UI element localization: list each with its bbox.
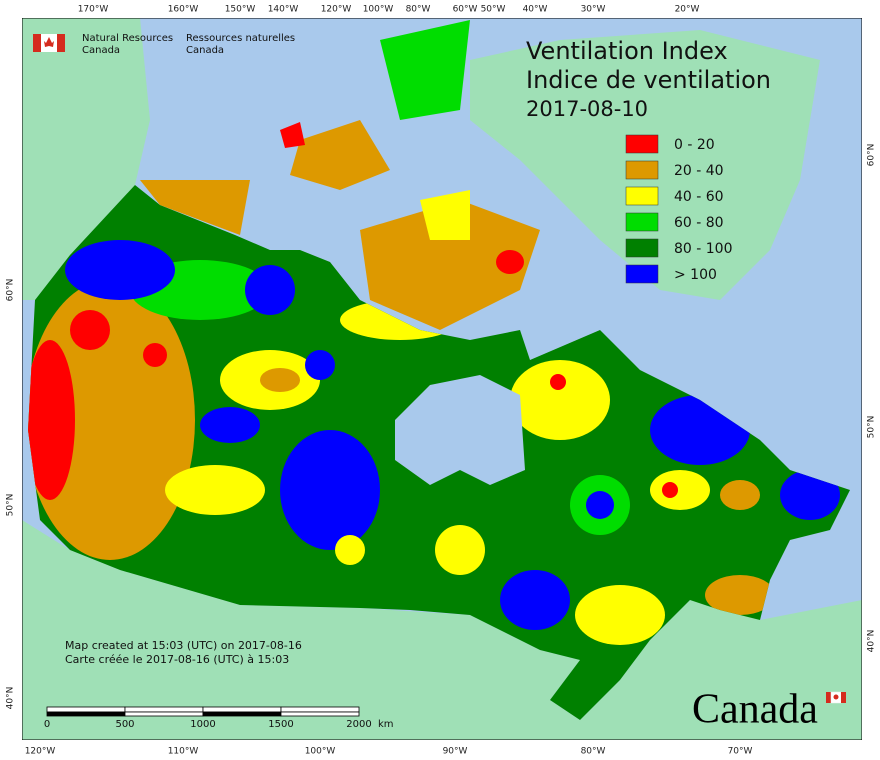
united-states [22, 520, 862, 740]
latitude-label: 40°N [867, 630, 877, 653]
arctic-island [360, 200, 540, 330]
scale-segment [280, 706, 360, 713]
longitude-label: 100°W [305, 747, 336, 757]
arctic-patch [496, 250, 524, 274]
legend-label: 0 - 20 [674, 137, 715, 153]
map-title: Ventilation Index [526, 37, 728, 65]
map-title: Indice de ventilation [526, 66, 771, 94]
scale-label: 1000 [190, 719, 215, 730]
legend-swatch [625, 264, 659, 284]
longitude-label: 50°W [481, 5, 506, 15]
longitude-label: 40°W [523, 5, 548, 15]
latitude-label: 50°N [867, 416, 877, 439]
legend-swatch [625, 160, 659, 180]
scale-segment [280, 711, 360, 717]
longitude-label: 140°W [268, 5, 299, 15]
longitude-label: 150°W [225, 5, 256, 15]
arctic-patch [280, 122, 305, 148]
longitude-label: 60°W [453, 5, 478, 15]
arctic-island [290, 120, 390, 190]
longitude-label: 20°W [675, 5, 700, 15]
map-body [22, 18, 862, 740]
agency-en: Natural Resources [82, 33, 173, 44]
agency-fr: Canada [186, 45, 224, 56]
legend-swatch [625, 186, 659, 206]
scale-segment [124, 706, 204, 713]
scale-label: 500 [115, 719, 134, 730]
scale-unit: km [378, 719, 394, 730]
wordmark-flag [826, 691, 846, 704]
latitude-label: 40°N [6, 687, 16, 710]
agency-en: Canada [82, 45, 120, 56]
scale-segment [124, 711, 204, 717]
arctic-island [420, 190, 470, 240]
alaska [22, 18, 150, 300]
scale-segment [202, 711, 282, 717]
scale-label: 2000 [346, 719, 371, 730]
longitude-label: 70°W [728, 747, 753, 757]
longitude-label: 80°W [406, 5, 431, 15]
longitude-label: 110°W [168, 747, 199, 757]
legend-swatch [625, 212, 659, 232]
flag [33, 34, 65, 52]
scale-label: 0 [44, 719, 50, 730]
longitude-label: 30°W [581, 5, 606, 15]
scale-segment [202, 706, 282, 713]
scale-label: 1500 [268, 719, 293, 730]
legend-label: > 100 [674, 267, 717, 283]
latitude-label: 50°N [6, 494, 16, 517]
credit: Carte créée le 2017-08-16 (UTC) à 15:03 [65, 653, 289, 666]
agency-fr: Ressources naturelles [186, 33, 295, 44]
legend-label: 20 - 40 [674, 163, 724, 179]
longitude-label: 160°W [168, 5, 199, 15]
arctic-coast [140, 180, 250, 235]
scale-segment [46, 711, 126, 717]
legend-label: 40 - 60 [674, 189, 724, 205]
wordmark: Canada [692, 687, 818, 733]
longitude-label: 100°W [363, 5, 394, 15]
legend-swatch [625, 238, 659, 258]
arctic-island [380, 20, 470, 120]
scale-segment [46, 706, 126, 713]
latitude-label: 60°N [6, 279, 16, 302]
longitude-label: 170°W [78, 5, 109, 15]
latitude-label: 60°N [867, 144, 877, 167]
longitude-label: 120°W [321, 5, 352, 15]
map-date: 2017-08-10 [526, 97, 648, 121]
longitude-label: 80°W [581, 747, 606, 757]
credit: Map created at 15:03 (UTC) on 2017-08-16 [65, 639, 302, 652]
graticule-labels: 170°W 160°W 150°W 140°W 120°W 100°W 80°W 60°W 50… [6, 5, 877, 757]
legend: 0 - 20 20 - 40 40 - 60 60 - 80 80 - 100 > 100 [625, 134, 733, 284]
longitude-label: 120°W [25, 747, 56, 757]
scale-bar: 0 500 1000 1500 2000 km [44, 706, 394, 730]
longitude-label: 90°W [443, 747, 468, 757]
legend-swatch [625, 134, 659, 154]
legend-label: 60 - 80 [674, 215, 724, 231]
legend-label: 80 - 100 [674, 241, 733, 257]
